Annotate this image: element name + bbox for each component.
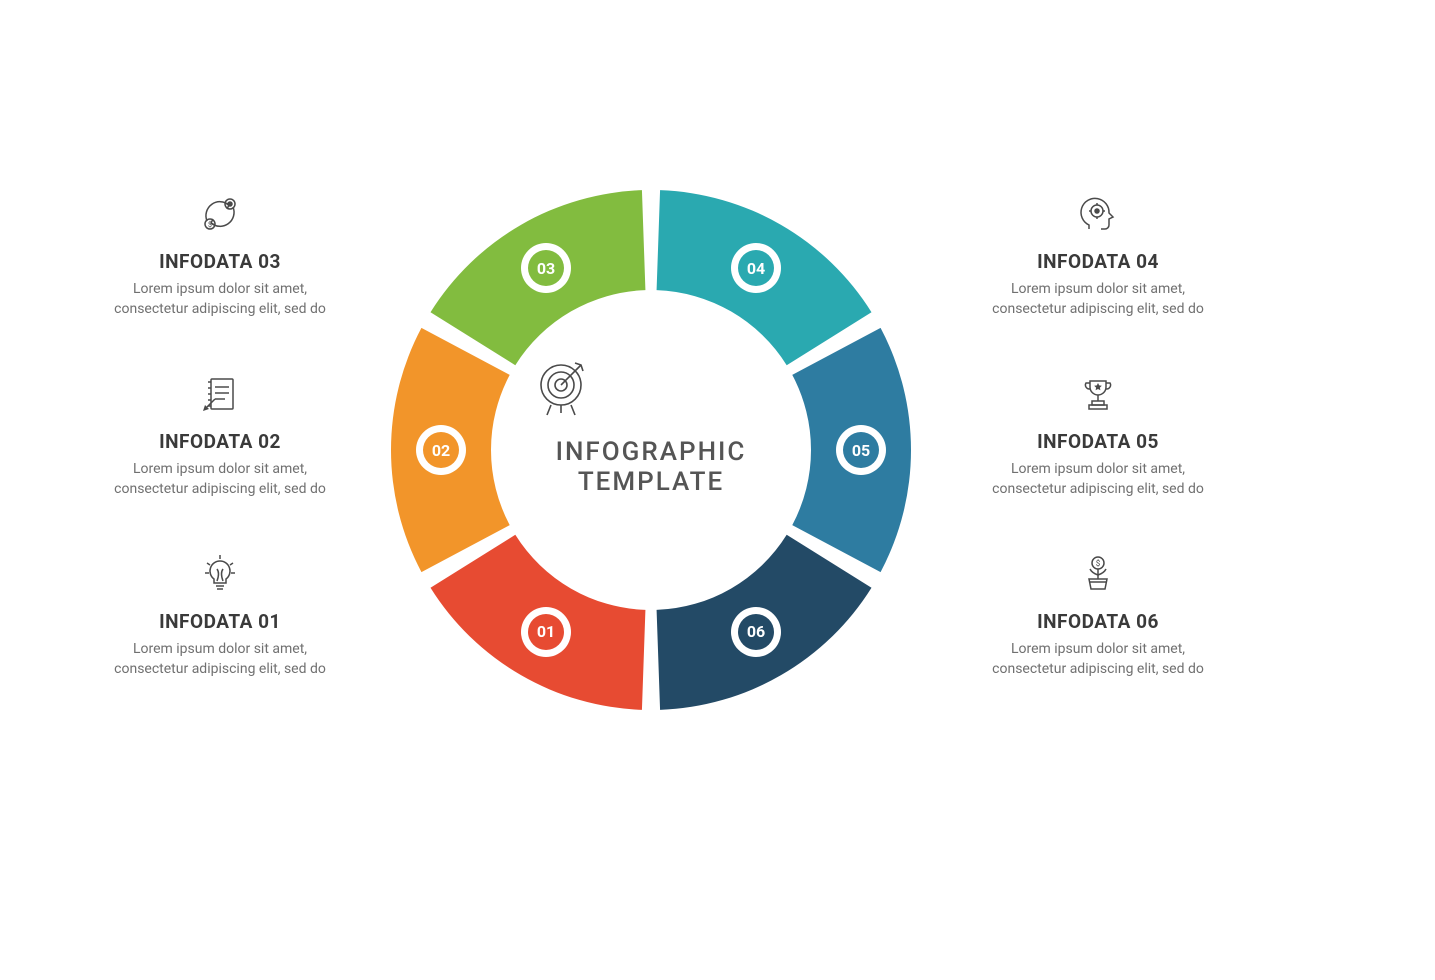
info-body: Lorem ipsum dolor sit amet, consectetur …	[988, 459, 1208, 500]
segment-badge-01: 01	[521, 607, 571, 657]
trophy-icon	[988, 370, 1208, 418]
info-title: INFODATA 06	[988, 610, 1208, 633]
info-block-04: INFODATA 04 Lorem ipsum dolor sit amet, …	[988, 190, 1208, 320]
target-icon	[531, 355, 771, 419]
info-title: INFODATA 05	[988, 430, 1208, 453]
info-title: INFODATA 01	[110, 610, 330, 633]
infographic-stage: INFOGRAPHIC TEMPLATE $ INFODATA 03 Lorem…	[0, 0, 1435, 980]
info-body: Lorem ipsum dolor sit amet, consectetur …	[110, 639, 330, 680]
segment-badge-04: 04	[731, 243, 781, 293]
center-label: INFOGRAPHIC TEMPLATE	[531, 355, 771, 497]
segment-badge-03: 03	[521, 243, 571, 293]
cycle-icon: $	[110, 190, 330, 238]
svg-text:$: $	[208, 221, 212, 229]
segment-badge-label: 01	[537, 622, 555, 641]
info-body: Lorem ipsum dolor sit amet, consectetur …	[988, 639, 1208, 680]
bulb-icon	[110, 550, 330, 598]
segment-badge-02: 02	[416, 425, 466, 475]
segment-badge-label: 02	[432, 441, 450, 460]
info-title: INFODATA 03	[110, 250, 330, 273]
segment-badge-label: 05	[852, 441, 870, 460]
plant-icon: $	[988, 550, 1208, 598]
info-block-02: INFODATA 02 Lorem ipsum dolor sit amet, …	[110, 370, 330, 500]
info-title: INFODATA 02	[110, 430, 330, 453]
info-block-03: $ INFODATA 03 Lorem ipsum dolor sit amet…	[110, 190, 330, 320]
info-block-06: $ INFODATA 06 Lorem ipsum dolor sit amet…	[988, 550, 1208, 680]
info-body: Lorem ipsum dolor sit amet, consectetur …	[110, 459, 330, 500]
info-block-01: INFODATA 01 Lorem ipsum dolor sit amet, …	[110, 550, 330, 680]
info-title: INFODATA 04	[988, 250, 1208, 273]
segment-badge-05: 05	[836, 425, 886, 475]
svg-text:$: $	[1096, 559, 1101, 568]
headgear-icon	[988, 190, 1208, 238]
segment-badge-label: 04	[747, 259, 765, 278]
segment-badge-label: 06	[747, 622, 765, 641]
segment-badge-label: 03	[537, 259, 555, 278]
notes-icon	[110, 370, 330, 418]
center-title-line1: INFOGRAPHIC	[531, 437, 771, 467]
info-body: Lorem ipsum dolor sit amet, consectetur …	[988, 279, 1208, 320]
segment-badge-06: 06	[731, 607, 781, 657]
center-title-line2: TEMPLATE	[531, 467, 771, 497]
info-body: Lorem ipsum dolor sit amet, consectetur …	[110, 279, 330, 320]
info-block-05: INFODATA 05 Lorem ipsum dolor sit amet, …	[988, 370, 1208, 500]
